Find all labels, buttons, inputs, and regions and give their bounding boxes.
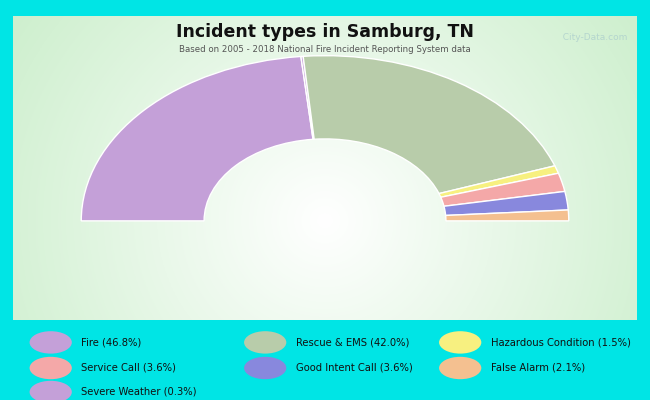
Ellipse shape — [244, 331, 286, 354]
Wedge shape — [301, 56, 314, 139]
Text: Fire (46.8%): Fire (46.8%) — [81, 338, 142, 347]
Ellipse shape — [30, 331, 72, 354]
Wedge shape — [446, 210, 569, 221]
Text: Good Intent Call (3.6%): Good Intent Call (3.6%) — [296, 363, 413, 373]
Text: City-Data.com: City-Data.com — [557, 33, 627, 42]
Ellipse shape — [439, 357, 481, 379]
Wedge shape — [439, 166, 558, 197]
Wedge shape — [444, 192, 568, 216]
Wedge shape — [303, 56, 555, 194]
Text: Rescue & EMS (42.0%): Rescue & EMS (42.0%) — [296, 338, 409, 347]
Text: Hazardous Condition (1.5%): Hazardous Condition (1.5%) — [491, 338, 630, 347]
Ellipse shape — [439, 331, 481, 354]
Text: Service Call (3.6%): Service Call (3.6%) — [81, 363, 176, 373]
Text: False Alarm (2.1%): False Alarm (2.1%) — [491, 363, 585, 373]
Ellipse shape — [30, 357, 72, 379]
Text: Incident types in Samburg, TN: Incident types in Samburg, TN — [176, 23, 474, 41]
Text: Severe Weather (0.3%): Severe Weather (0.3%) — [81, 387, 197, 397]
Wedge shape — [81, 56, 313, 221]
Wedge shape — [441, 173, 565, 206]
Text: Based on 2005 - 2018 National Fire Incident Reporting System data: Based on 2005 - 2018 National Fire Incid… — [179, 45, 471, 54]
Ellipse shape — [244, 357, 286, 379]
Ellipse shape — [30, 381, 72, 400]
